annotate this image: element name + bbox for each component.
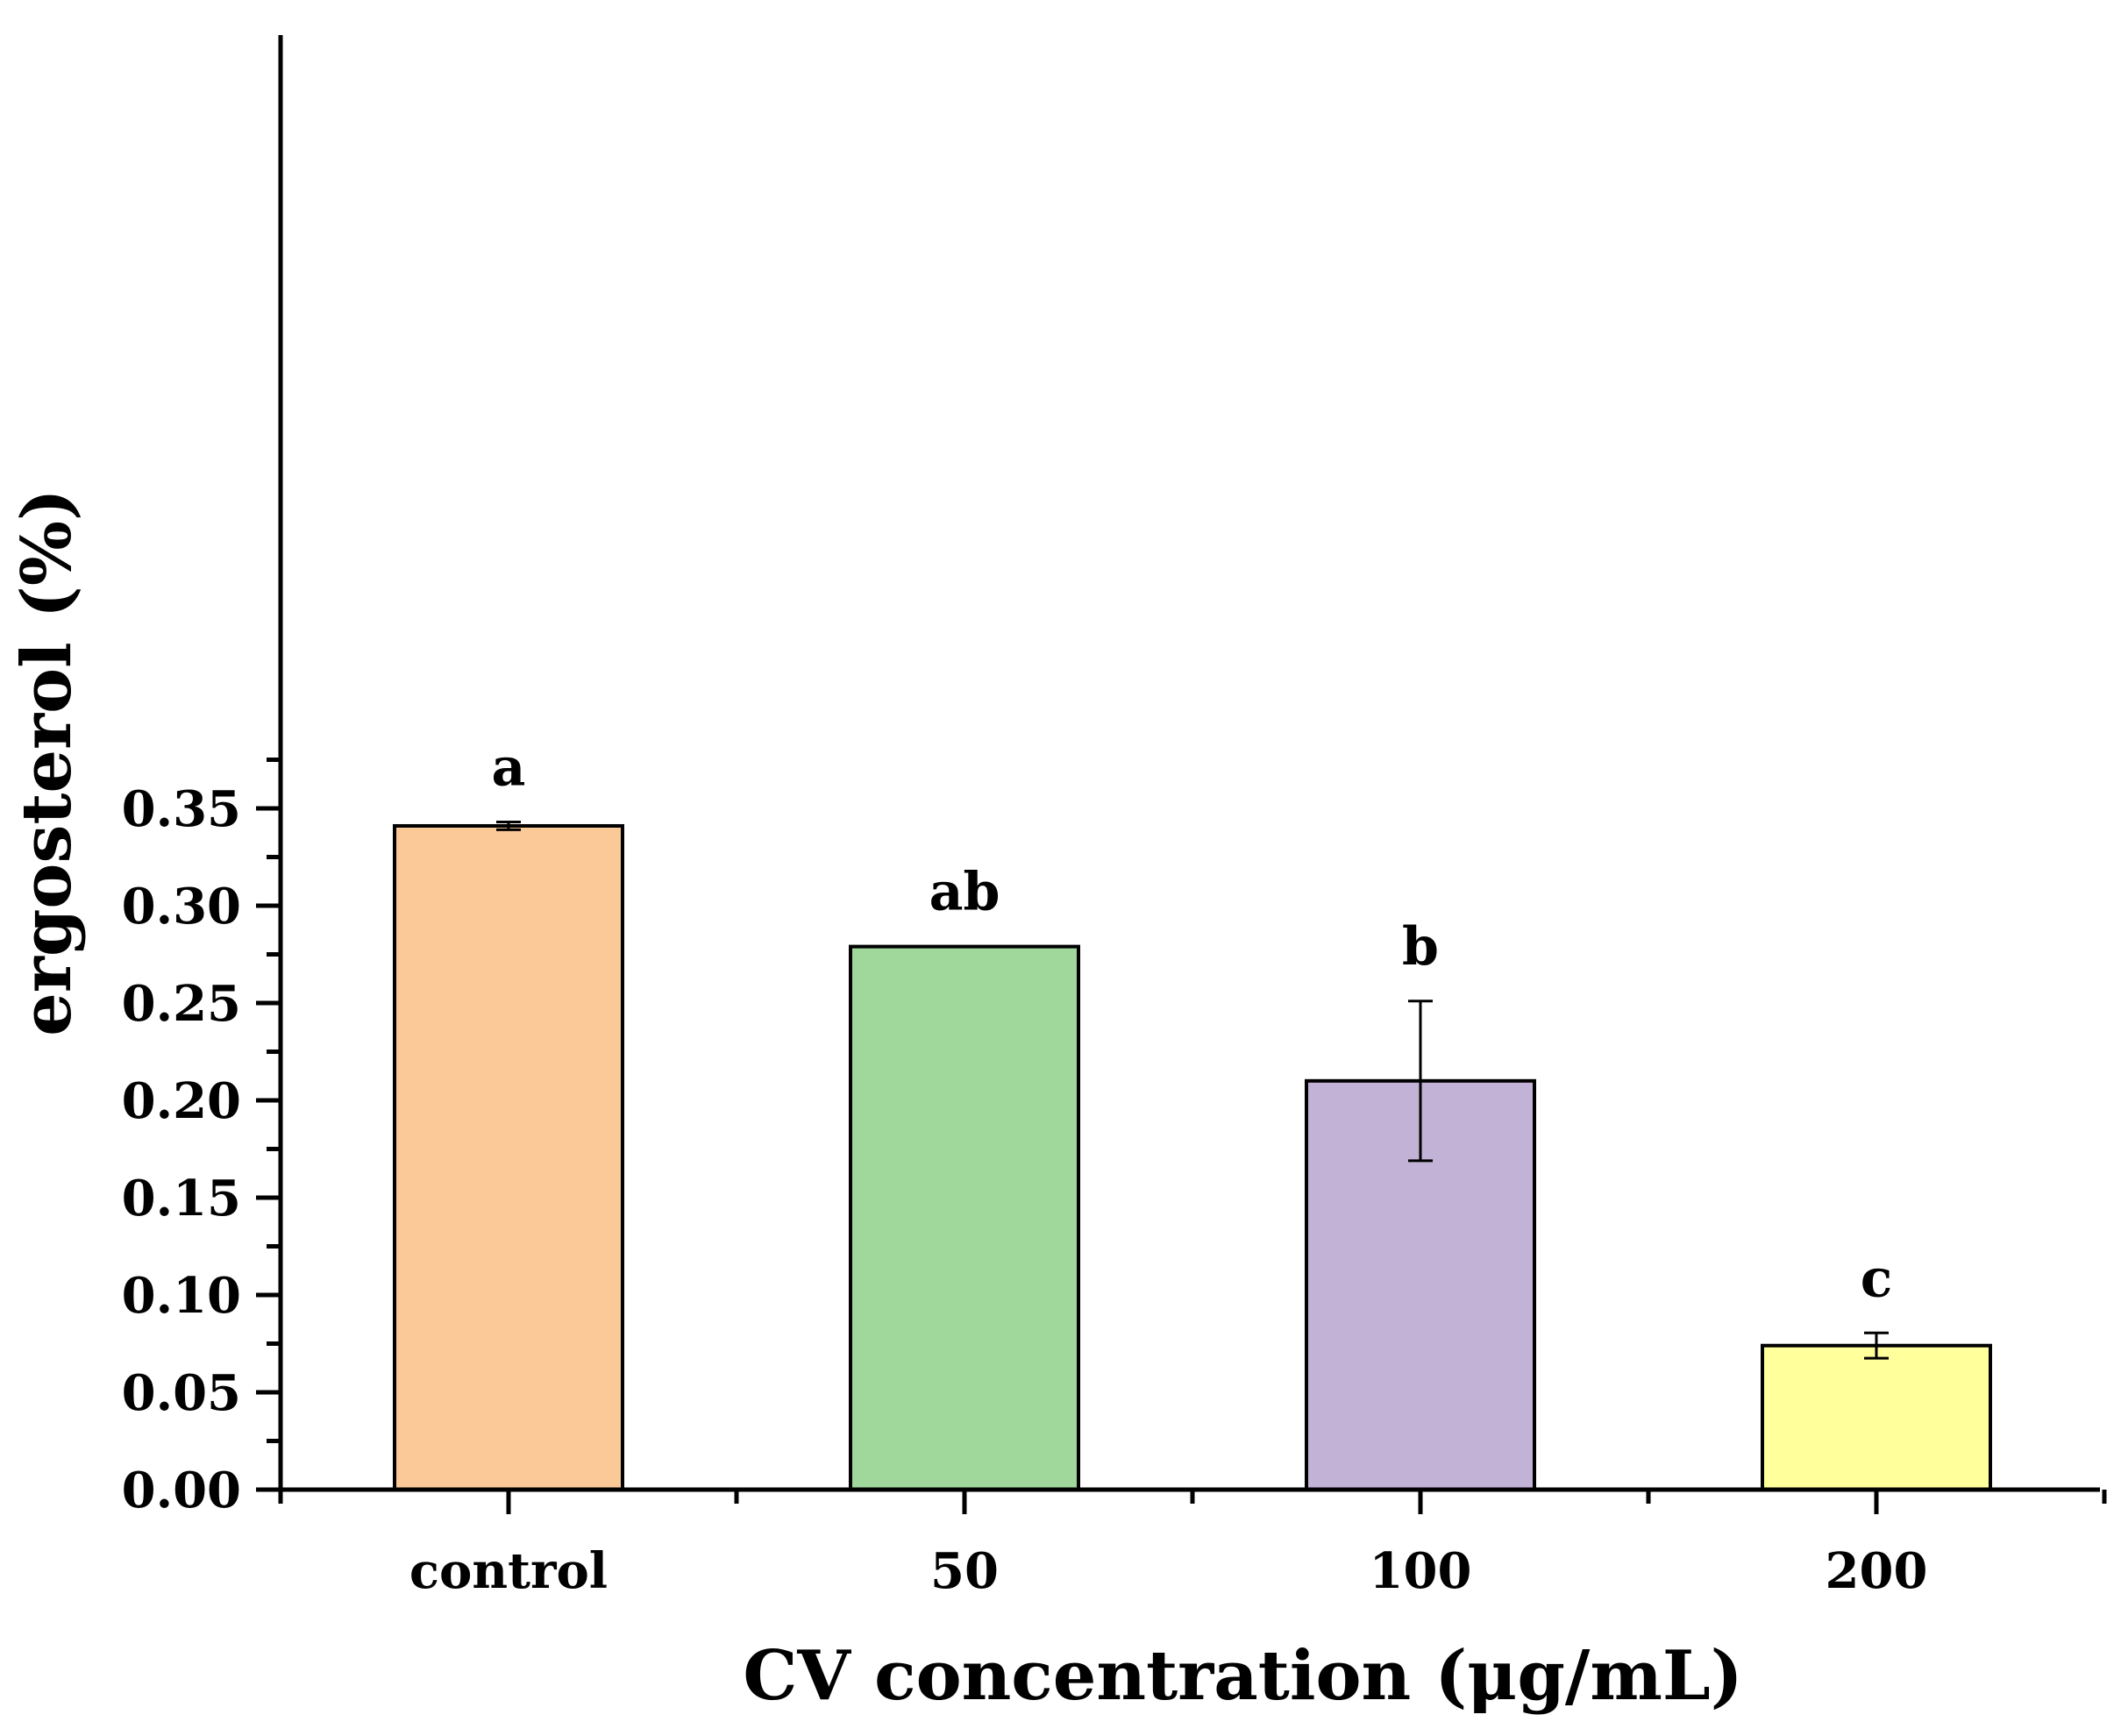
x-ticks-layer: control 50 100 200 [278,1490,2107,1600]
y-tick-label: 0.20 [122,1072,241,1130]
y-tick-label: 0.30 [122,878,241,936]
y-ticks-layer: 0.00 0.05 0.10 0.15 0.20 0.25 0.30 0.35 [122,758,281,1519]
y-tick-label: 0.10 [122,1267,241,1325]
x-tick-label: 50 [930,1542,999,1600]
y-tick-label: 0.15 [122,1170,241,1227]
x-tick-label: 100 [1370,1542,1472,1600]
y-tick-label: 0.25 [122,975,241,1033]
bar [393,823,624,1491]
significance-letters-layer: a ab b c [492,737,1893,1310]
bar [1761,1343,1992,1491]
y-tick-label: 0.35 [122,780,241,838]
bars-layer [393,823,1992,1492]
significance-letter: c [1861,1248,1893,1309]
y-axis-title: ergosterol (%) [7,488,87,1036]
y-tick-label: 0.05 [122,1364,241,1422]
error-bars-layer [496,821,1889,1360]
x-axis-title: CV concentration (μg/mL) [743,1636,1742,1716]
x-tick-label: 200 [1826,1542,1928,1600]
axes-layer [278,35,2100,1492]
bar [849,944,1080,1491]
significance-letter: ab [929,862,1000,923]
x-tick-label: control [409,1542,608,1600]
significance-letter: a [492,737,526,799]
significance-letter: b [1402,916,1439,978]
y-tick-label: 0.00 [122,1462,241,1519]
